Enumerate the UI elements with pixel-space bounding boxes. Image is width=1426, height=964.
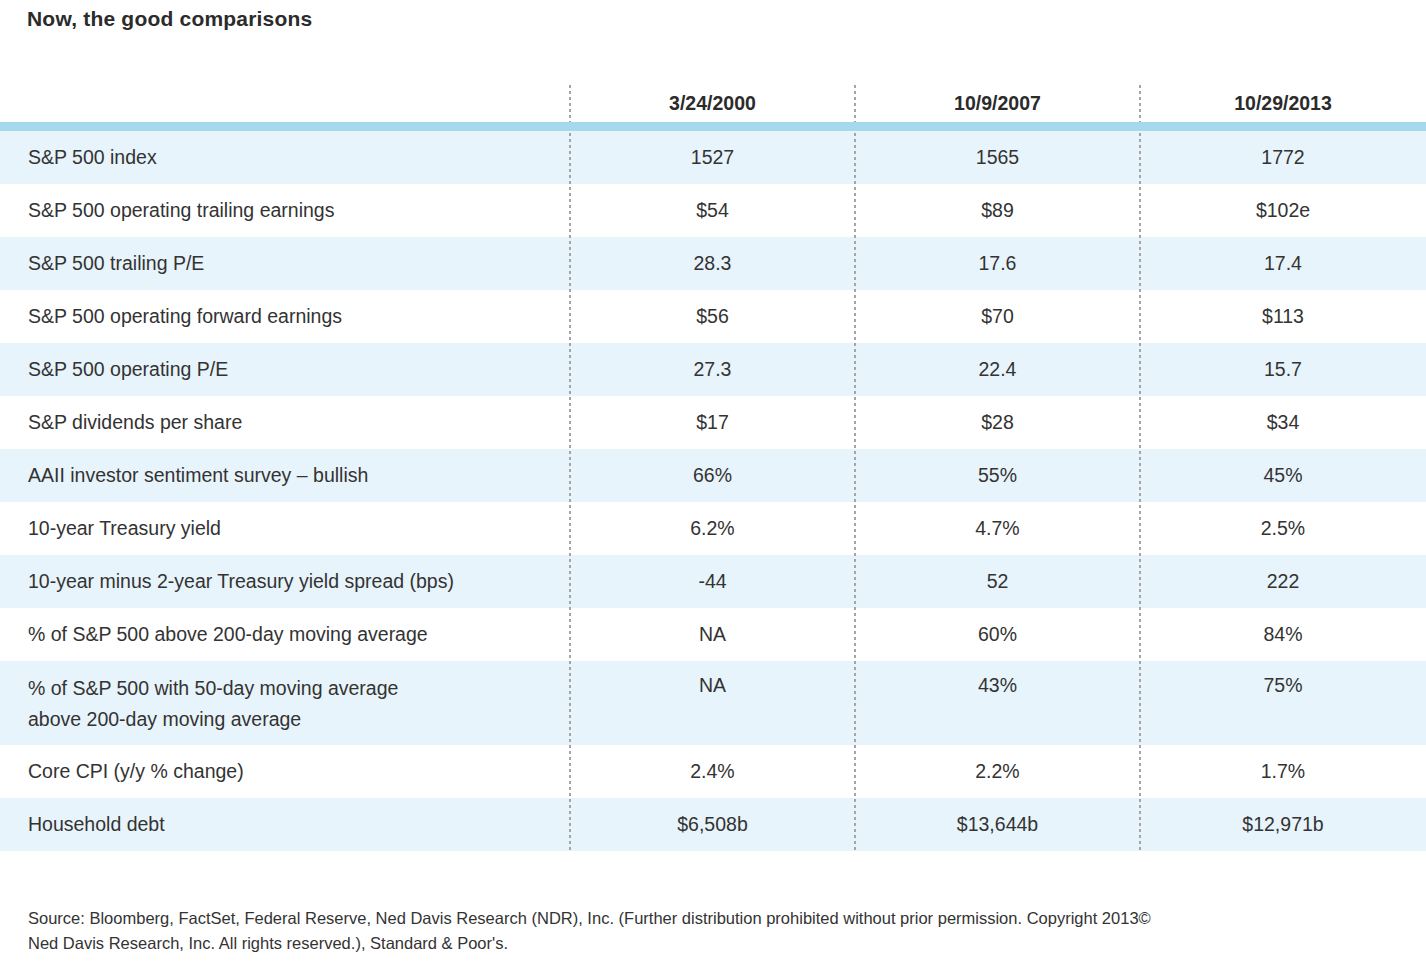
- comparison-table: 3/24/2000 10/9/2007 10/29/2013 S&P 500 i…: [0, 85, 1426, 851]
- row-value: 6.2%: [570, 502, 855, 555]
- row-label: S&P dividends per share: [0, 396, 570, 449]
- row-label: S&P 500 operating P/E: [0, 343, 570, 396]
- row-value: 52: [855, 555, 1140, 608]
- table-row: AAII investor sentiment survey – bullish…: [0, 449, 1426, 502]
- row-value: 22.4: [855, 343, 1140, 396]
- row-label-line-2: above 200-day moving average: [28, 704, 570, 735]
- source-note: Source: Bloomberg, FactSet, Federal Rese…: [28, 906, 1398, 956]
- row-label-line-1: % of S&P 500 with 50-day moving average: [28, 673, 570, 704]
- page-title: Now, the good comparisons: [27, 7, 1426, 31]
- table-row: Core CPI (y/y % change) 2.4% 2.2% 1.7%: [0, 745, 1426, 798]
- row-value: 66%: [570, 449, 855, 502]
- table-body: S&P 500 index 1527 1565 1772 S&P 500 ope…: [0, 131, 1426, 851]
- row-value: 4.7%: [855, 502, 1140, 555]
- row-label: AAII investor sentiment survey – bullish: [0, 449, 570, 502]
- column-header-date-2: 10/9/2007: [855, 85, 1140, 122]
- row-value: 2.5%: [1140, 502, 1426, 555]
- row-value: 1527: [570, 131, 855, 184]
- row-label: Household debt: [0, 798, 570, 851]
- row-value: $113: [1140, 290, 1426, 343]
- row-value: $89: [855, 184, 1140, 237]
- row-label: % of S&P 500 with 50-day moving average …: [0, 661, 570, 745]
- table-row: S&P 500 trailing P/E 28.3 17.6 17.4: [0, 237, 1426, 290]
- row-value: 1.7%: [1140, 745, 1426, 798]
- source-note-line-1: Source: Bloomberg, FactSet, Federal Rese…: [28, 906, 1398, 931]
- row-value: $17: [570, 396, 855, 449]
- row-label: S&P 500 index: [0, 131, 570, 184]
- row-value: $28: [855, 396, 1140, 449]
- row-label: S&P 500 operating trailing earnings: [0, 184, 570, 237]
- row-value: 60%: [855, 608, 1140, 661]
- row-label: 10-year Treasury yield: [0, 502, 570, 555]
- row-label: Core CPI (y/y % change): [0, 745, 570, 798]
- table-row: S&P 500 index 1527 1565 1772: [0, 131, 1426, 184]
- column-divider-2: [854, 85, 856, 851]
- row-value: NA: [570, 608, 855, 661]
- column-divider-1: [569, 85, 571, 851]
- row-value: 17.4: [1140, 237, 1426, 290]
- table-row: Household debt $6,508b $13,644b $12,971b: [0, 798, 1426, 851]
- table-row: S&P 500 operating trailing earnings $54 …: [0, 184, 1426, 237]
- row-value: 45%: [1140, 449, 1426, 502]
- row-value: 1565: [855, 131, 1140, 184]
- row-value: 28.3: [570, 237, 855, 290]
- row-value: 55%: [855, 449, 1140, 502]
- row-value: 43%: [855, 661, 1140, 745]
- row-value: 84%: [1140, 608, 1426, 661]
- row-value: $102e: [1140, 184, 1426, 237]
- column-header-date-3: 10/29/2013: [1140, 85, 1426, 122]
- row-label: S&P 500 trailing P/E: [0, 237, 570, 290]
- row-value: 15.7: [1140, 343, 1426, 396]
- row-value: $12,971b: [1140, 798, 1426, 851]
- table-header-row: 3/24/2000 10/9/2007 10/29/2013: [0, 85, 1426, 122]
- row-value: -44: [570, 555, 855, 608]
- header-accent-bar: [0, 122, 1426, 131]
- row-value: $54: [570, 184, 855, 237]
- row-value: 17.6: [855, 237, 1140, 290]
- header-empty-cell: [0, 85, 570, 122]
- table-row: S&P dividends per share $17 $28 $34: [0, 396, 1426, 449]
- row-label: % of S&P 500 above 200-day moving averag…: [0, 608, 570, 661]
- row-value: $13,644b: [855, 798, 1140, 851]
- row-value: $70: [855, 290, 1140, 343]
- table-row: S&P 500 operating forward earnings $56 $…: [0, 290, 1426, 343]
- table-row: 10-year minus 2-year Treasury yield spre…: [0, 555, 1426, 608]
- row-value: $56: [570, 290, 855, 343]
- row-value: $6,508b: [570, 798, 855, 851]
- row-value: 2.2%: [855, 745, 1140, 798]
- row-value: $34: [1140, 396, 1426, 449]
- table-row: % of S&P 500 above 200-day moving averag…: [0, 608, 1426, 661]
- table-row: % of S&P 500 with 50-day moving average …: [0, 661, 1426, 745]
- row-value: NA: [570, 661, 855, 745]
- row-value: 1772: [1140, 131, 1426, 184]
- table-row: 10-year Treasury yield 6.2% 4.7% 2.5%: [0, 502, 1426, 555]
- row-value: 27.3: [570, 343, 855, 396]
- column-header-date-1: 3/24/2000: [570, 85, 855, 122]
- row-value: 222: [1140, 555, 1426, 608]
- source-note-line-2: Ned Davis Research, Inc. All rights rese…: [28, 931, 1398, 956]
- row-label: S&P 500 operating forward earnings: [0, 290, 570, 343]
- row-label: 10-year minus 2-year Treasury yield spre…: [0, 555, 570, 608]
- table-row: S&P 500 operating P/E 27.3 22.4 15.7: [0, 343, 1426, 396]
- row-value: 75%: [1140, 661, 1426, 745]
- column-divider-3: [1139, 85, 1141, 851]
- row-value: 2.4%: [570, 745, 855, 798]
